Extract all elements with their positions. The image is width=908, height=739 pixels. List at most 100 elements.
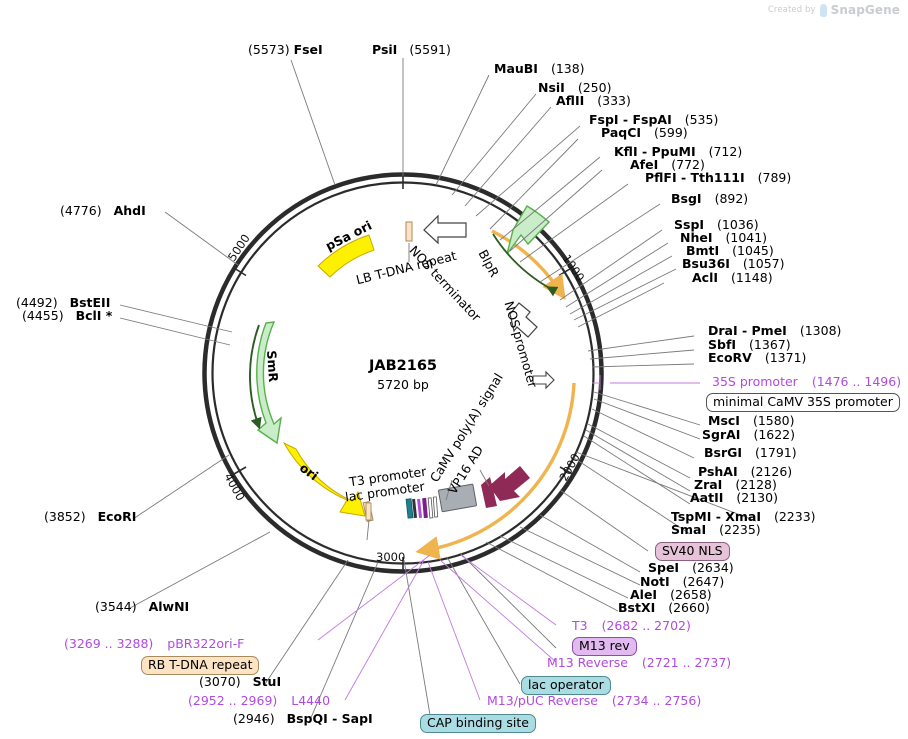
chip-label-sv40-nls: SV40 NLS bbox=[655, 542, 730, 562]
enzyme-pos-acli: (1148) bbox=[731, 270, 773, 285]
feature-label-t3: T3 (2682 .. 2702) bbox=[572, 618, 691, 633]
enzyme-label-ecorv: EcoRV (1371) bbox=[708, 351, 806, 365]
enzyme-name-bspqi-sapi: BspQI - SapI bbox=[286, 711, 373, 726]
enzyme-pos-smai: (2235) bbox=[719, 522, 761, 537]
enzyme-name-maubi: MauBI bbox=[494, 61, 538, 76]
enzyme-pos-ahdi: (4776) bbox=[60, 203, 102, 218]
enzyme-label-bcli: (4455) BclI * bbox=[22, 308, 113, 323]
chip-label-lac-operator: lac operator bbox=[521, 676, 611, 696]
leader-lines-purple bbox=[317, 375, 700, 701]
chip-sv40-nls: SV40 NLS bbox=[655, 542, 730, 562]
enzyme-name-aatii: AatII bbox=[690, 490, 724, 505]
enzyme-pos-bsteii: (4492) bbox=[16, 295, 58, 310]
feature-range-pbr322ori-f: (3269 .. 3288) bbox=[64, 636, 154, 651]
enzyme-name-bcli: BclI * bbox=[75, 308, 113, 323]
enzyme-name-sbfi: SbfI bbox=[708, 337, 737, 352]
feature-t3-box bbox=[365, 502, 372, 521]
enzyme-name-drai-pmei: DraI - PmeI bbox=[708, 323, 787, 338]
enzyme-pos-fsei: (5573) bbox=[248, 42, 290, 57]
enzyme-label-nhei: NheI (1041) bbox=[680, 230, 768, 245]
feature-label-m13-reverse: M13 Reverse (2721 .. 2737) bbox=[547, 655, 732, 670]
leader-lines-grey bbox=[119, 58, 757, 721]
enzyme-name-bstxi: BstXI bbox=[618, 600, 656, 615]
enzyme-pos-nhei: (1041) bbox=[725, 230, 768, 245]
feature-label-smr: SmR bbox=[263, 349, 282, 383]
enzyme-label-smai: SmaI (2235) bbox=[671, 522, 761, 537]
feature-psa-ori bbox=[317, 234, 375, 278]
enzyme-pos-pflfi-tth111i: (789) bbox=[757, 170, 792, 185]
enzyme-label-bmti: BmtI (1045) bbox=[686, 243, 774, 258]
enzyme-name-zrai: ZraI bbox=[694, 477, 723, 492]
enzyme-pos-sbfi: (1367) bbox=[749, 337, 791, 352]
enzyme-label-sbfi: SbfI (1367) bbox=[708, 337, 791, 352]
enzyme-pos-bstxi: (2660) bbox=[668, 600, 710, 615]
enzyme-name-bsu36i: Bsu36I bbox=[682, 256, 730, 271]
enzyme-pos-tspmi-xmai: (2233) bbox=[773, 509, 816, 524]
enzyme-pos-noti: (2647) bbox=[682, 574, 725, 589]
feature-label-l4440: (2952 .. 2969) L4440 bbox=[188, 693, 331, 708]
enzyme-pos-maubi: (138) bbox=[550, 61, 585, 76]
enzyme-pos-bsu36i: (1057) bbox=[742, 256, 785, 271]
enzyme-name-pflfi-tth111i: PflFI - Tth111I bbox=[645, 170, 745, 185]
enzyme-pos-aflii: (333) bbox=[597, 93, 631, 108]
enzyme-name-noti: NotI bbox=[640, 574, 670, 589]
enzyme-name-nhei: NheI bbox=[680, 230, 713, 245]
enzyme-pos-bsrgi: (1791) bbox=[755, 445, 797, 460]
enzyme-name-afei: AfeI bbox=[630, 157, 659, 172]
tdna-arc-group bbox=[415, 229, 576, 560]
enzyme-label-pflfi-tth111i: PflFI - Tth111I (789) bbox=[645, 170, 792, 185]
feature-range-m13-reverse: (2721 .. 2737) bbox=[641, 655, 732, 670]
feature-range-l4440: (2952 .. 2969) bbox=[188, 693, 278, 708]
feature-name-t3: T3 bbox=[572, 618, 588, 633]
tick-label-1000: 1000 bbox=[560, 252, 588, 284]
enzyme-label-ecori: (3852) EcoRI bbox=[44, 510, 136, 524]
feature-range-35s-promoter: (1476 .. 1496) bbox=[811, 374, 902, 389]
enzyme-label-aflii: AflII (333) bbox=[556, 93, 631, 108]
chip-label-m13-rev: M13 rev bbox=[572, 637, 637, 657]
enzyme-name-msci: MscI bbox=[708, 413, 740, 428]
enzyme-name-bmti: BmtI bbox=[686, 243, 720, 258]
enzyme-pos-stui: (3070) bbox=[199, 674, 241, 689]
enzyme-name-aflii: AflII bbox=[556, 93, 585, 108]
feature-name-35s-promoter: 35S promoter bbox=[712, 374, 798, 389]
enzyme-pos-bsgi: (892) bbox=[714, 191, 749, 206]
feature-ori bbox=[282, 441, 366, 517]
enzyme-label-bsrgi: BsrGI (1791) bbox=[704, 445, 797, 460]
feature-lb-tdna-repeat-box bbox=[405, 221, 413, 242]
enzyme-pos-pshai: (2126) bbox=[750, 464, 793, 479]
enzyme-pos-psii: (5591) bbox=[409, 42, 451, 57]
enzyme-name-spei: SpeI bbox=[648, 560, 680, 575]
feature-name-l4440: L4440 bbox=[291, 693, 331, 708]
enzyme-label-afei: AfeI (772) bbox=[630, 157, 705, 172]
enzyme-pos-nsii: (250) bbox=[577, 80, 612, 95]
enzyme-pos-sspi: (1036) bbox=[717, 217, 759, 232]
feature-camv-polya-box bbox=[438, 483, 477, 513]
tick-label-3000: 3000 bbox=[376, 550, 405, 564]
enzyme-label-psii: PsiI (5591) bbox=[372, 42, 451, 57]
enzyme-pos-bmti: (1045) bbox=[732, 243, 774, 258]
enzyme-label-acli: AclI (1148) bbox=[692, 270, 773, 285]
enzyme-label-zrai: ZraI (2128) bbox=[694, 477, 777, 492]
enzyme-label-bsgi: BsgI (892) bbox=[671, 191, 749, 206]
enzyme-label-bsteii: (4492) BstEII bbox=[16, 295, 111, 310]
chip-label-cap-binding-site: CAP binding site bbox=[420, 714, 536, 734]
feature-vp16-ad bbox=[481, 466, 530, 508]
plasmid-size: 5720 bp bbox=[377, 377, 429, 392]
enzyme-pos-msci: (1580) bbox=[752, 413, 795, 428]
enzyme-label-msci: MscI (1580) bbox=[708, 413, 795, 428]
enzyme-name-alwni: AlwNI bbox=[148, 599, 190, 614]
enzyme-name-ahdi: AhdI bbox=[113, 203, 146, 218]
enzyme-label-bstxi: BstXI (2660) bbox=[618, 600, 710, 615]
feature-label-m13-puc-reverse: M13/pUC Reverse (2734 .. 2756) bbox=[487, 694, 701, 708]
enzyme-label-fspi-fspai: FspI - FspAI (535) bbox=[589, 113, 718, 127]
snapgene-logo-icon bbox=[819, 3, 827, 17]
feature-35s-arrow bbox=[532, 370, 555, 390]
enzyme-label-bsu36i: Bsu36I (1057) bbox=[682, 256, 785, 271]
chip-m13-rev: M13 rev bbox=[572, 637, 637, 657]
enzyme-pos-paqci: (599) bbox=[654, 125, 688, 140]
enzyme-pos-afei: (772) bbox=[671, 157, 705, 172]
enzyme-name-bsteii: BstEII bbox=[69, 295, 111, 310]
enzyme-name-psii: PsiI bbox=[372, 42, 398, 57]
chip-lac-operator: lac operator bbox=[521, 676, 611, 696]
enzyme-pos-zrai: (2128) bbox=[735, 477, 777, 492]
